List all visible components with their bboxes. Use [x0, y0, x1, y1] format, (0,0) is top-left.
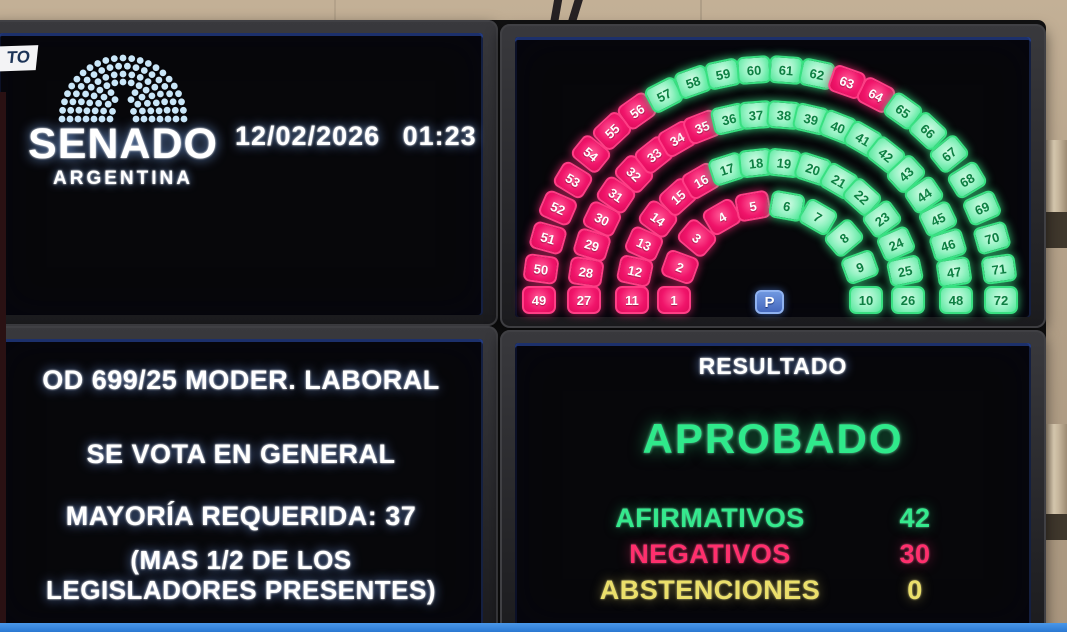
tally-value: 30 — [899, 539, 931, 569]
senado-logo-block: SENADO ARGENTINA — [15, 43, 231, 190]
motion-line-majority-note: (MAS 1/2 DE LOS LEGISLADORES PRESENTES) — [46, 545, 436, 606]
seat-49: 49 — [522, 286, 556, 314]
seat-60: 60 — [736, 54, 773, 85]
result-title: RESULTADO — [698, 353, 848, 379]
datetime-display: 12/02/2026 01:23 — [235, 121, 477, 151]
seat-71: 71 — [980, 252, 1018, 285]
seat-70: 70 — [972, 219, 1013, 256]
screen-top-right: P 1 2 3 4 5 6 7 8 9 10 11 12 13 14 15 16 17 18 19 20 21 22 23 2… — [500, 24, 1046, 328]
tally-row-negative: NEGATIVOS 30 — [515, 539, 1031, 575]
seat-72: 72 — [984, 286, 1018, 314]
seat-27: 27 — [567, 286, 601, 314]
result-verdict: APROBADO — [642, 415, 904, 462]
motion-line-vote-type: SE VOTA EN GENERAL — [86, 439, 396, 469]
tally-label: NEGATIVOS — [629, 539, 791, 569]
screen-bottom-left: OD 699/25 MODER. LABORAL SE VOTA EN GENE… — [0, 326, 498, 632]
tally-value: 0 — [907, 575, 923, 605]
tally-row-abstention: ABSTENCIONES 0 — [515, 575, 1031, 611]
seat-11: 11 — [615, 286, 649, 314]
branding-panel: SENADO ARGENTINA 12/02/2026 01:23 — [0, 33, 483, 315]
wall-bracket-top — [1043, 212, 1067, 248]
hemicycle-seat-map: P 1 2 3 4 5 6 7 8 9 10 11 12 13 14 15 16 17 18 19 20 21 22 23 2… — [515, 37, 1031, 317]
motion-line-majority: MAYORÍA REQUERIDA: 37 — [65, 501, 417, 531]
tally-list: AFIRMATIVOS 42 NEGATIVOS 30 ABSTENCIONES… — [515, 503, 1031, 611]
left-edge-frame — [0, 92, 6, 632]
seat-47: 47 — [934, 255, 973, 289]
tally-label: ABSTENCIONES — [599, 575, 821, 605]
seat-25: 25 — [885, 254, 925, 289]
wall-rail-top — [1043, 140, 1067, 218]
seat-48: 48 — [939, 286, 973, 314]
motion-line-order: OD 699/25 MODER. LABORAL — [42, 365, 440, 395]
senado-title: SENADO — [28, 120, 218, 168]
wall-rail-bottom — [1043, 424, 1067, 520]
bottom-blue-bar — [0, 623, 1067, 632]
senado-dome-logo — [58, 54, 188, 123]
result-panel: RESULTADO APROBADO AFIRMATIVOS 42 NEGATI… — [515, 343, 1031, 627]
tally-row-affirmative: AFIRMATIVOS 42 — [515, 503, 1031, 539]
seat-10: 10 — [849, 286, 883, 314]
tally-value: 42 — [899, 503, 931, 533]
president-seat: P — [755, 290, 784, 314]
wall-bracket-bottom — [1043, 514, 1067, 540]
senado-subtitle: ARGENTINA — [53, 168, 193, 189]
seat-50: 50 — [522, 252, 560, 285]
motion-panel: OD 699/25 MODER. LABORAL SE VOTA EN GENE… — [0, 339, 483, 627]
seat-1: 1 — [657, 286, 691, 314]
broadcast-corner-tag: TO — [0, 45, 39, 72]
tally-label: AFIRMATIVOS — [615, 503, 805, 533]
seat-5: 5 — [734, 188, 773, 223]
screen-top-left: SENADO ARGENTINA 12/02/2026 01:23 — [0, 20, 498, 326]
seat-26: 26 — [891, 286, 925, 314]
screen-bottom-right: RESULTADO APROBADO AFIRMATIVOS 42 NEGATI… — [500, 330, 1046, 632]
